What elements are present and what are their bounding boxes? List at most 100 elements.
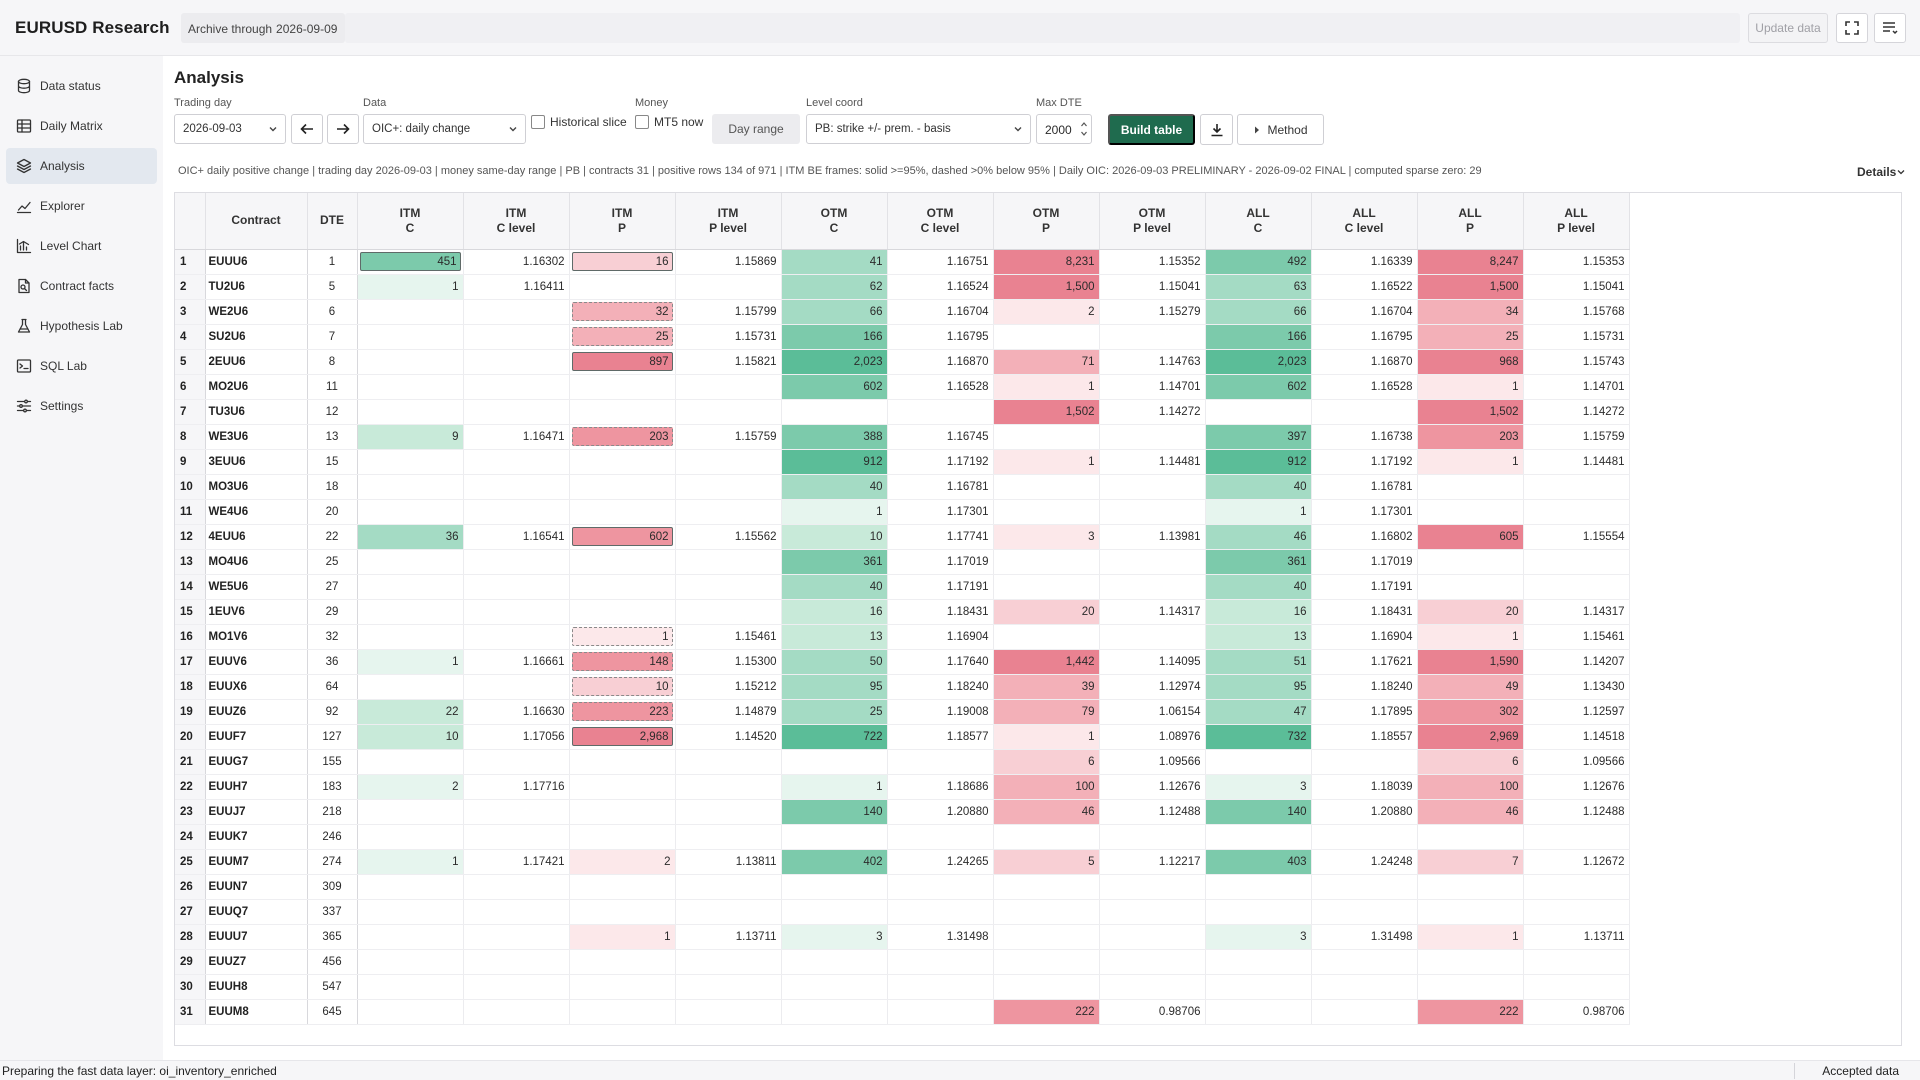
table-row[interactable]: 17 EUUV6 36 1 1.16661 148 1.15300 50 1.17640 1,44… <box>175 649 1630 675</box>
build-table-button[interactable]: Build table <box>1108 114 1195 145</box>
column-header-top: ALL <box>1564 205 1588 220</box>
column-header[interactable]: ITM C level <box>463 193 570 250</box>
table-row[interactable]: 24 EUUK7 246 <box>175 824 1630 850</box>
table-row[interactable]: 8 WE3U6 13 9 1.16471 203 1.15759 388 1.16745 397 1… <box>175 424 1630 450</box>
table-row[interactable]: 28 EUUU7 365 1 1.13711 3 1.31498 3 1.31498 1 1.137… <box>175 924 1630 950</box>
table-cell <box>569 774 676 800</box>
table-cell <box>887 974 994 1000</box>
spinner-arrows-icon[interactable] <box>1080 119 1088 139</box>
column-header[interactable]: Contract <box>205 193 308 250</box>
checkbox-box[interactable] <box>635 115 649 129</box>
table-row[interactable]: 19 EUUZ6 92 22 1.16630 223 1.14879 25 1.19008 79 1… <box>175 699 1630 725</box>
analysis-table-container[interactable]: Contract DTE ITM C ITM C level ITM P ITM P level O… <box>174 192 1902 1046</box>
column-header[interactable]: ITM P level <box>675 193 782 250</box>
level-coord-select[interactable]: PB: strike +/- prem. - basis <box>806 114 1031 144</box>
download-button[interactable] <box>1200 114 1233 145</box>
previous-day-button[interactable] <box>291 114 323 144</box>
arrow-left-icon <box>300 123 313 135</box>
table-cell <box>357 899 464 925</box>
table-row[interactable]: 1 EUUU6 1 451 1.16302 16 1.15869 41 1.16751 8,231… <box>175 249 1630 275</box>
table-row[interactable]: 25 EUUM7 274 1 1.17421 2 1.13811 402 1.24265 5 1.1… <box>175 849 1630 875</box>
table-cell: 1.13811 <box>675 849 782 875</box>
cell-value: 1.16738 <box>1370 430 1413 443</box>
table-row[interactable]: 12 4EUU6 22 36 1.16541 602 1.15562 10 1.17741 3 1.… <box>175 524 1630 550</box>
table-cell: 3 <box>1205 924 1312 950</box>
table-row[interactable]: 18 EUUX6 64 10 1.15212 95 1.18240 39 1.12974 95 1.… <box>175 674 1630 700</box>
table-cell <box>569 449 676 475</box>
column-header-top: OTM <box>1138 205 1166 220</box>
table-row[interactable]: 16 MO1V6 32 1 1.15461 13 1.16904 13 1.16904 1 1.15… <box>175 624 1630 650</box>
details-toggle[interactable]: Details <box>1857 165 1905 179</box>
dte-cell: 365 <box>307 924 358 950</box>
method-button[interactable]: Method <box>1237 114 1324 145</box>
column-header[interactable]: OTM C <box>781 193 888 250</box>
sidebar-item-label: Settings <box>40 399 84 413</box>
column-header[interactable]: ALL P level <box>1523 193 1630 250</box>
sidebar-item-daily-matrix[interactable]: Daily Matrix <box>6 108 157 144</box>
column-header[interactable]: DTE <box>307 193 358 250</box>
table-row[interactable]: 4 SU2U6 7 25 1.15731 166 1.16795 166 1.16795 25 1.… <box>175 324 1630 350</box>
table-row[interactable]: 22 EUUH7 183 2 1.17716 1 1.18686 100 1.12676 3 1.1… <box>175 774 1630 800</box>
table-row[interactable]: 15 1EUV6 29 16 1.18431 20 1.14317 16 1.18431 20 1.… <box>175 599 1630 625</box>
table-row[interactable]: 10 MO3U6 18 40 1.16781 40 1.16781 <box>175 474 1630 500</box>
sidebar-item-data-status[interactable]: Data status <box>6 68 157 104</box>
table-row[interactable]: 21 EUUG7 155 6 1.09566 6 1.09566 <box>175 749 1630 775</box>
sidebar-item-contract-facts[interactable]: Contract facts <box>6 268 157 304</box>
table-row[interactable]: 31 EUUM8 645 222 0.98706 222 0.98706 <box>175 999 1630 1025</box>
column-header[interactable]: ALL C level <box>1311 193 1418 250</box>
sidebar-item-hypothesis-lab[interactable]: Hypothesis Lab <box>6 308 157 344</box>
table-row[interactable]: 13 MO4U6 25 361 1.17019 361 1.17019 <box>175 549 1630 575</box>
sidebar-item-settings[interactable]: Settings <box>6 388 157 424</box>
fullscreen-button[interactable] <box>1836 13 1868 43</box>
cell-value: TU2U6 <box>208 280 245 293</box>
column-header[interactable]: ALL P <box>1417 193 1524 250</box>
table-cell: 1.14481 <box>1523 449 1630 475</box>
column-header[interactable]: ITM C <box>357 193 464 250</box>
cell-value: 27 <box>325 580 339 593</box>
table-row[interactable]: 6 MO2U6 11 602 1.16528 1 1.14701 602 1.16528 1 1.1… <box>175 374 1630 400</box>
max-dte-input[interactable]: 2000 <box>1036 114 1092 144</box>
update-data-button[interactable]: Update data <box>1748 13 1828 43</box>
table-cell: 1.14763 <box>1099 349 1206 375</box>
table-row[interactable]: 11 WE4U6 20 1 1.17301 1 1.17301 <box>175 499 1630 525</box>
table-cell: 203 <box>569 424 676 450</box>
table-row[interactable]: 14 WE5U6 27 40 1.17191 40 1.17191 <box>175 574 1630 600</box>
day-range-button[interactable]: Day range <box>712 114 800 144</box>
cell-value: 3 <box>1088 530 1095 543</box>
trading-day-select[interactable]: 2026-09-03 <box>174 114 286 144</box>
table-row[interactable]: 3 WE2U6 6 32 1.15799 66 1.16704 2 1.15279 66 1.167… <box>175 299 1630 325</box>
options-menu-button[interactable] <box>1874 13 1906 43</box>
table-cell <box>569 824 676 850</box>
table-row[interactable]: 5 2EUU6 8 897 1.15821 2,023 1.16870 71 1.14763 2,… <box>175 349 1630 375</box>
table-cell: 223 <box>569 699 676 725</box>
table-row[interactable]: 23 EUUJ7 218 140 1.20880 46 1.12488 140 1.20880 4… <box>175 799 1630 825</box>
cell-value: EUUQ7 <box>208 905 249 918</box>
next-day-button[interactable] <box>327 114 359 144</box>
table-cell: 1.15461 <box>1523 624 1630 650</box>
table-row[interactable]: 27 EUUQ7 337 <box>175 899 1630 925</box>
checkbox-box[interactable] <box>531 115 545 129</box>
table-row[interactable]: 20 EUUF7 127 10 1.17056 2,968 1.14520 722 1.1857… <box>175 724 1630 750</box>
table-row[interactable]: 7 TU3U6 12 1,502 1.14272 1,502 1.14272 <box>175 399 1630 425</box>
cell-value: 1.16870 <box>946 355 989 368</box>
table-row[interactable]: 9 3EUU6 15 912 1.17192 1 1.14481 912 1.17192 1 1.1… <box>175 449 1630 475</box>
sidebar-item-analysis[interactable]: Analysis <box>6 148 157 184</box>
table-row[interactable]: 2 TU2U6 5 1 1.16411 62 1.16524 1,500 1.15041 63 1.… <box>175 274 1630 300</box>
table-cell: 63 <box>1205 274 1312 300</box>
table-cell: 1.17716 <box>463 774 570 800</box>
table-cell: 1.15212 <box>675 674 782 700</box>
column-header[interactable]: OTM C level <box>887 193 994 250</box>
column-header[interactable]: OTM P level <box>1099 193 1206 250</box>
data-select[interactable]: OIC+: daily change <box>363 114 526 144</box>
table-row[interactable]: 26 EUUN7 309 <box>175 874 1630 900</box>
sidebar-item-explorer[interactable]: Explorer <box>6 188 157 224</box>
column-header[interactable]: ALL C <box>1205 193 1312 250</box>
historical-slice-checkbox[interactable]: Historical slice <box>531 110 627 134</box>
column-header[interactable]: ITM P <box>569 193 676 250</box>
column-header[interactable]: OTM P <box>993 193 1100 250</box>
table-row[interactable]: 29 EUUZ7 456 <box>175 949 1630 975</box>
mt5-now-checkbox[interactable]: MT5 now <box>635 110 703 134</box>
sidebar-item-sql-lab[interactable]: SQL Lab <box>6 348 157 384</box>
sidebar-item-level-chart[interactable]: Level Chart <box>6 228 157 264</box>
table-row[interactable]: 30 EUUH8 547 <box>175 974 1630 1000</box>
